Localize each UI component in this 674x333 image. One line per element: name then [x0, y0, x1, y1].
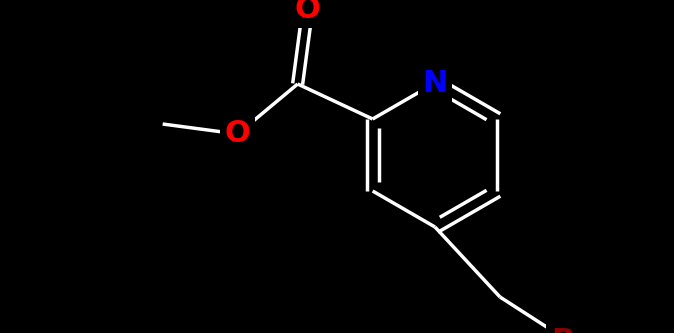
Text: N: N	[423, 69, 448, 98]
Text: O: O	[295, 0, 321, 24]
Text: Br: Br	[551, 327, 589, 333]
Text: O: O	[224, 120, 251, 149]
